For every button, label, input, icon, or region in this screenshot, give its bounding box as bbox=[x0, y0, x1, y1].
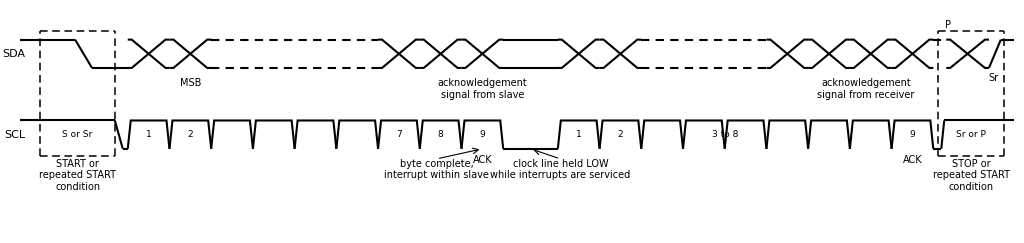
Text: START or
repeated START
condition: START or repeated START condition bbox=[39, 159, 116, 192]
Text: ACK: ACK bbox=[902, 155, 923, 165]
Text: byte complete,
interrupt within slave: byte complete, interrupt within slave bbox=[384, 159, 489, 181]
Text: Sr or P: Sr or P bbox=[956, 130, 986, 139]
Text: 2: 2 bbox=[617, 130, 624, 139]
Text: 7: 7 bbox=[396, 130, 401, 139]
Text: acknowledgement
signal from slave: acknowledgement signal from slave bbox=[437, 78, 527, 100]
Text: S or Sr: S or Sr bbox=[62, 130, 93, 139]
Text: 2: 2 bbox=[187, 130, 194, 139]
Text: 8: 8 bbox=[438, 130, 443, 139]
Text: 9: 9 bbox=[909, 130, 915, 139]
Text: clock line held LOW
while interrupts are serviced: clock line held LOW while interrupts are… bbox=[490, 159, 631, 181]
Text: 1: 1 bbox=[145, 130, 152, 139]
Text: acknowledgement
signal from receiver: acknowledgement signal from receiver bbox=[817, 78, 914, 100]
Text: Sr: Sr bbox=[989, 73, 999, 83]
Text: P: P bbox=[945, 19, 951, 30]
Text: 9: 9 bbox=[479, 130, 485, 139]
Text: MSB: MSB bbox=[179, 78, 201, 88]
Text: 1: 1 bbox=[575, 130, 582, 139]
Text: STOP or
repeated START
condition: STOP or repeated START condition bbox=[933, 159, 1010, 192]
Text: SDA: SDA bbox=[2, 49, 26, 59]
Text: 3 to 8: 3 to 8 bbox=[712, 130, 738, 139]
Text: SCL: SCL bbox=[4, 130, 26, 140]
Text: ACK: ACK bbox=[472, 155, 493, 165]
